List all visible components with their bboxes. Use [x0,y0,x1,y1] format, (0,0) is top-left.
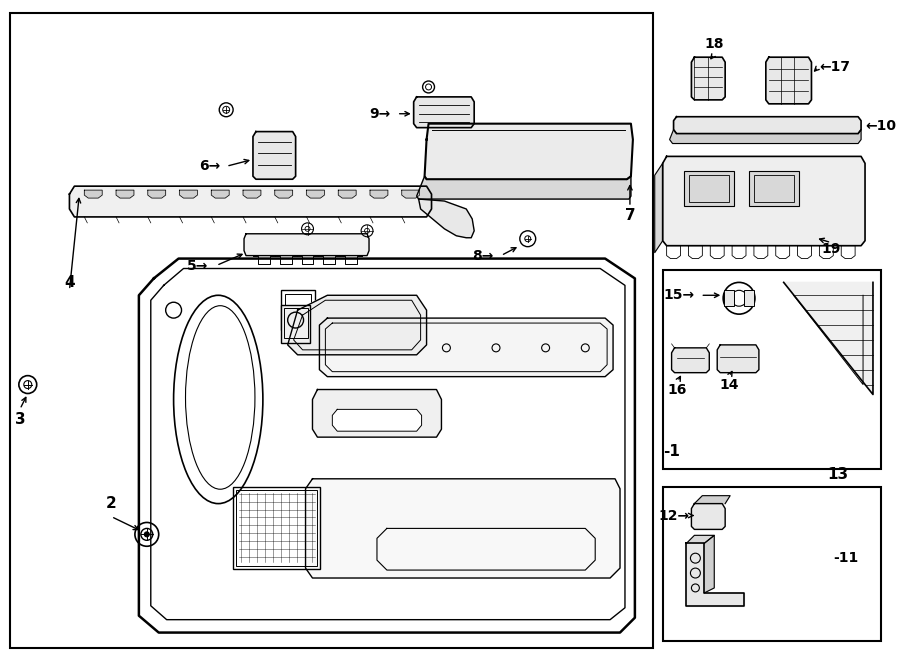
Bar [233,486,320,569]
Bar [236,490,318,566]
Polygon shape [671,348,709,373]
Bar [281,290,316,330]
Text: -11: -11 [833,551,859,565]
Circle shape [144,532,149,537]
Text: 8→: 8→ [472,249,493,262]
Polygon shape [705,535,715,593]
Bar [284,308,308,338]
Text: 7: 7 [625,208,635,223]
Polygon shape [212,190,230,198]
Bar [662,486,881,641]
Text: 13: 13 [828,467,849,483]
Polygon shape [116,190,134,198]
Polygon shape [332,409,421,431]
Bar [284,294,311,326]
Bar [754,175,794,202]
Polygon shape [148,190,166,198]
Polygon shape [307,190,324,198]
Text: ←10: ←10 [865,119,896,133]
Polygon shape [305,479,620,578]
Polygon shape [320,318,613,377]
Polygon shape [654,163,662,253]
Bar [689,175,729,202]
Text: 16: 16 [668,383,688,397]
Bar [744,290,754,306]
Polygon shape [691,58,725,100]
Polygon shape [766,58,812,104]
Bar [662,270,881,469]
Polygon shape [417,176,631,199]
Polygon shape [180,190,197,198]
Text: 6→: 6→ [199,159,220,173]
Text: 9→: 9→ [370,106,391,121]
Text: 5→: 5→ [187,258,208,272]
Bar [281,305,310,343]
Text: 3: 3 [14,412,25,427]
Text: 14: 14 [719,377,739,391]
Text: 19: 19 [822,242,841,256]
Polygon shape [401,190,419,198]
Bar [685,171,734,206]
Polygon shape [370,190,388,198]
Polygon shape [414,97,474,128]
Polygon shape [312,389,441,437]
Text: -1: -1 [662,444,680,459]
Polygon shape [288,295,427,355]
Polygon shape [687,535,715,543]
Polygon shape [243,190,261,198]
Polygon shape [274,190,292,198]
Text: 18: 18 [705,37,724,52]
Polygon shape [69,186,431,217]
Polygon shape [85,190,103,198]
Bar [749,171,798,206]
Polygon shape [418,199,474,238]
Polygon shape [662,157,865,246]
Text: 2: 2 [105,496,116,511]
Text: ←17: ←17 [819,60,850,74]
Polygon shape [338,190,356,198]
Polygon shape [253,132,295,179]
Text: 15→: 15→ [663,288,695,302]
Polygon shape [673,117,861,134]
Polygon shape [687,543,744,605]
Polygon shape [691,504,725,529]
Polygon shape [717,345,759,373]
Polygon shape [670,130,861,143]
Bar [10,13,652,648]
Polygon shape [244,234,369,256]
Text: 4: 4 [64,275,75,290]
Bar [724,290,734,306]
Text: 12→: 12→ [658,508,689,522]
Polygon shape [695,496,730,504]
Polygon shape [425,124,633,179]
Polygon shape [784,282,873,395]
